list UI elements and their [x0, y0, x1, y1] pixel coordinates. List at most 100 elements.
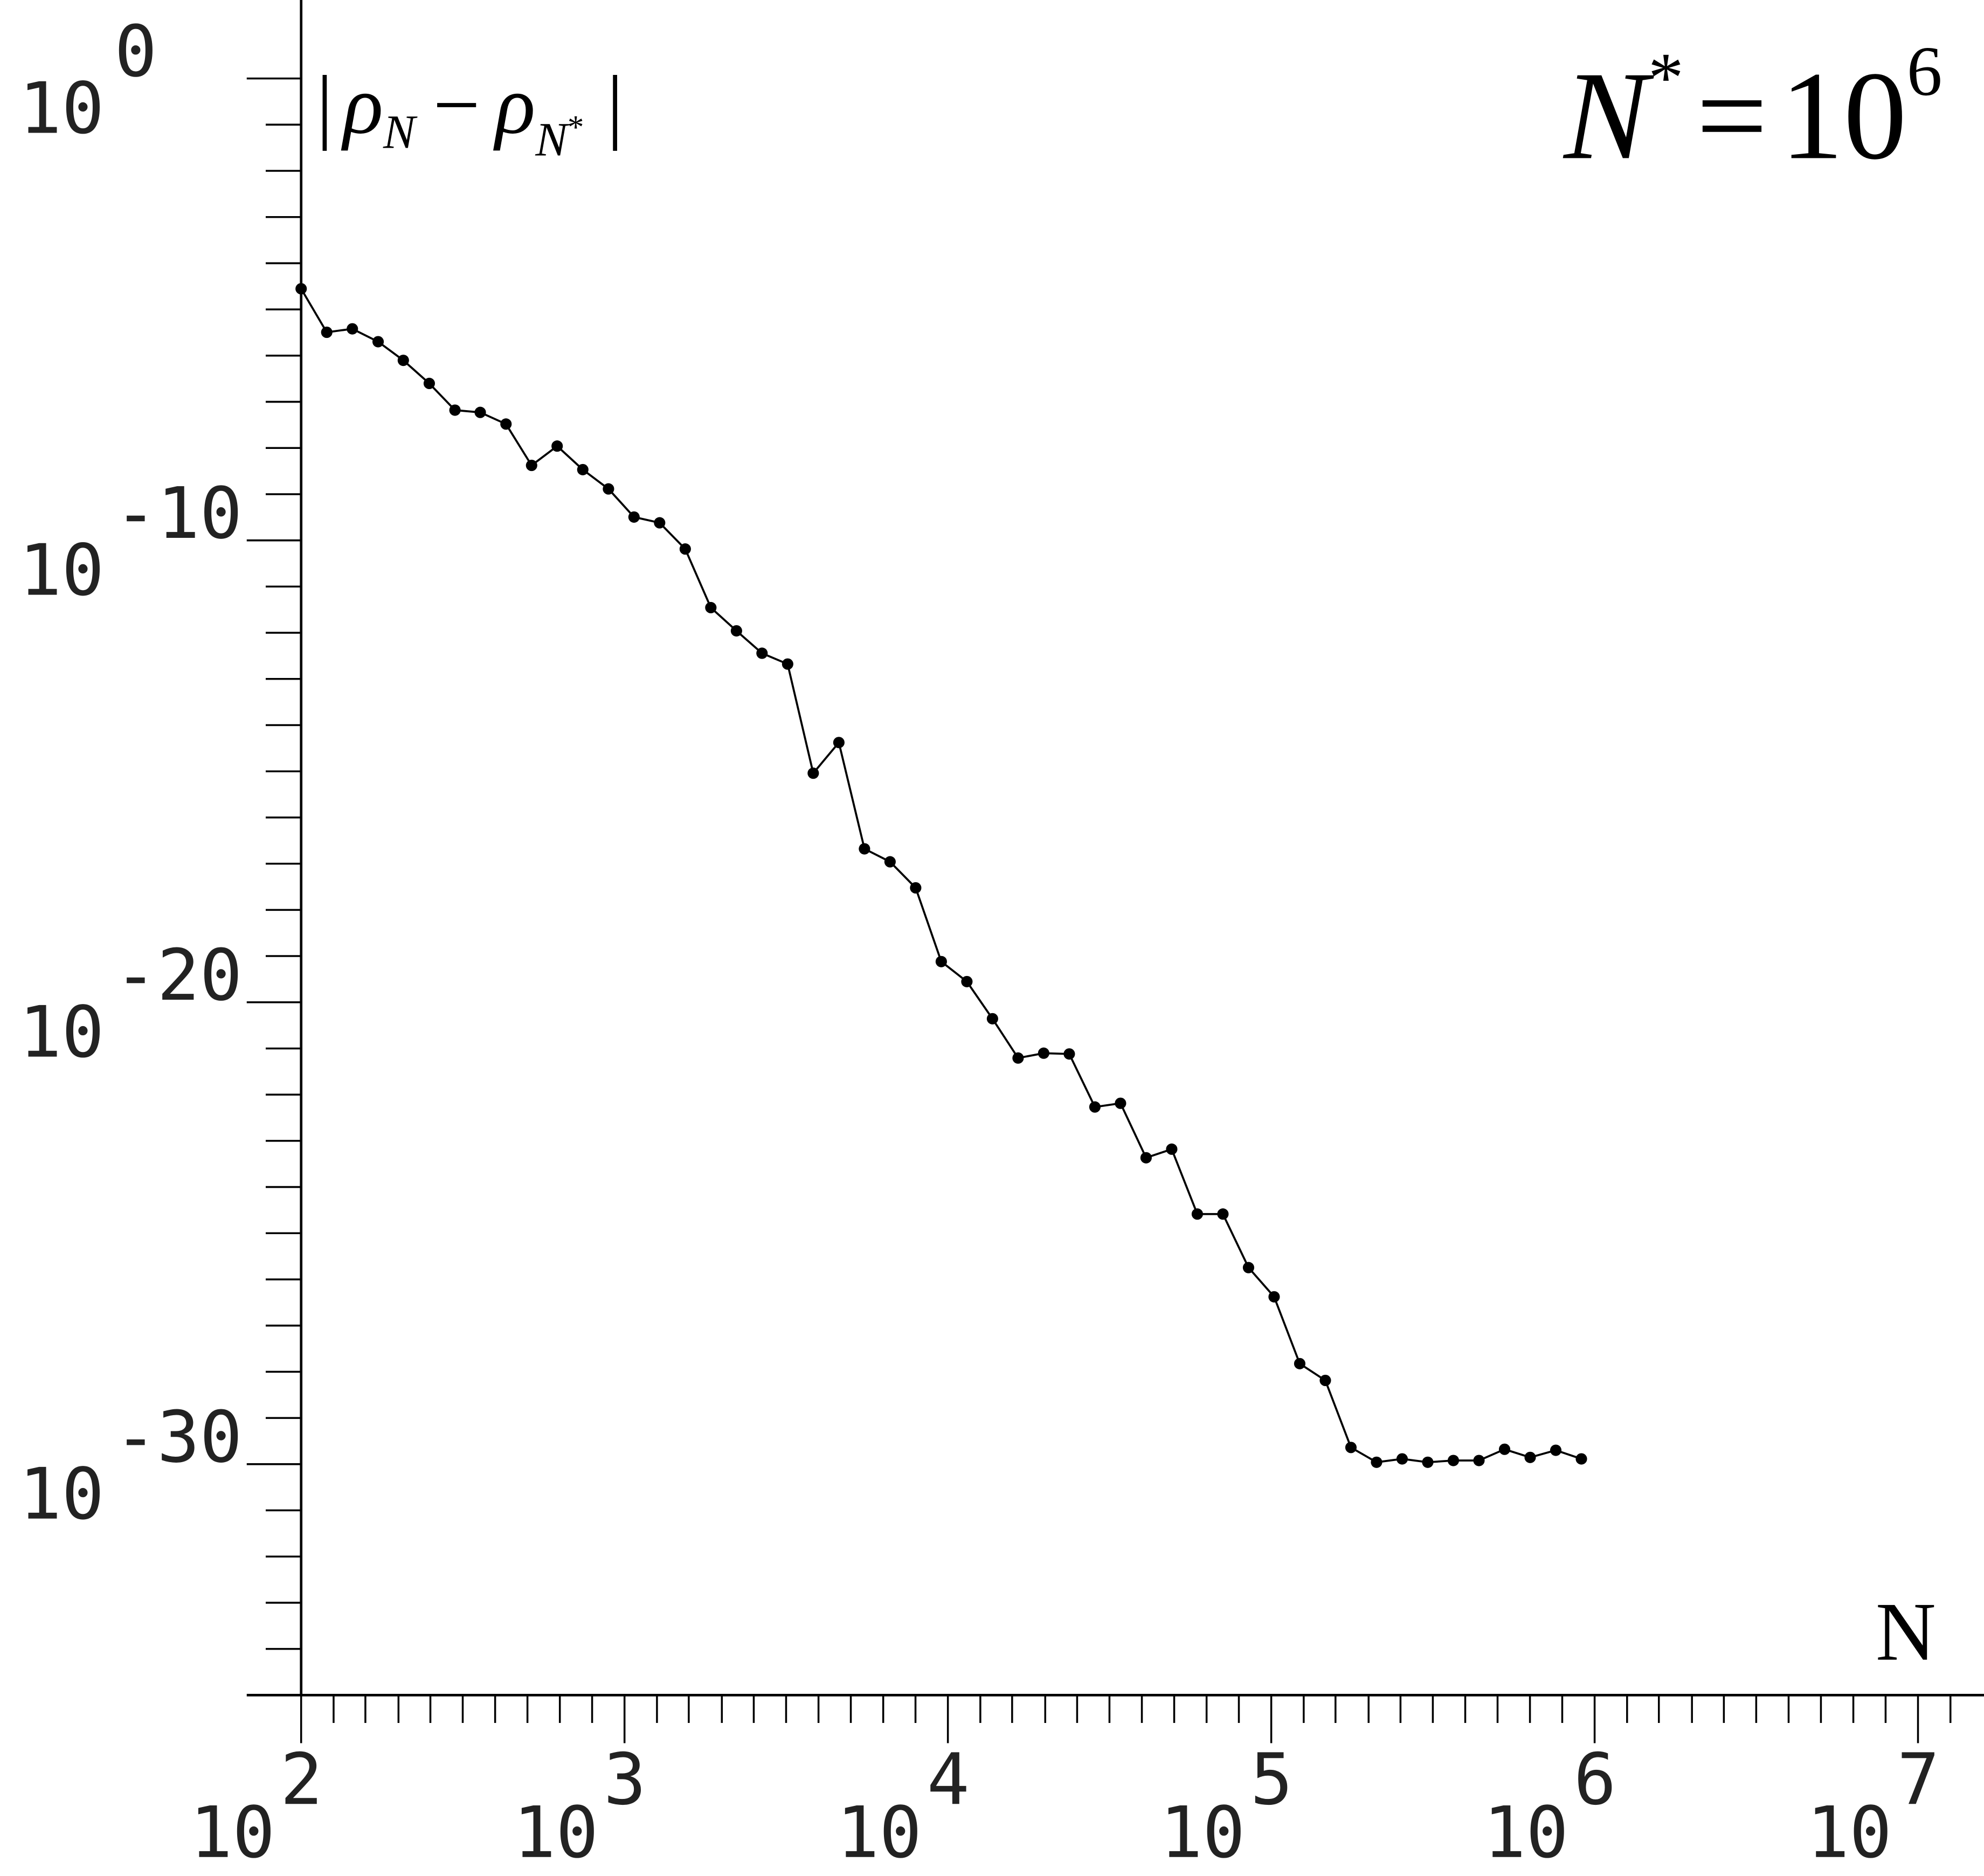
data-point [372, 336, 384, 348]
data-point [807, 767, 819, 779]
tick-base: 10 [190, 1792, 275, 1874]
data-point [526, 459, 537, 472]
label-part: N [535, 114, 570, 167]
data-point [1498, 1443, 1511, 1455]
label-part: N [383, 106, 418, 159]
data-point [449, 404, 461, 416]
data-point [1550, 1444, 1562, 1456]
data-point [1575, 1453, 1587, 1465]
data-point [679, 543, 691, 555]
data-point [1012, 1052, 1024, 1064]
data-point [628, 511, 640, 523]
x-tick-label: 105 [1160, 1739, 1293, 1874]
data-point [884, 856, 896, 868]
data-point [730, 625, 742, 637]
x-tick-label: 102 [190, 1739, 323, 1874]
data-point [295, 283, 307, 295]
data-point [1396, 1453, 1408, 1465]
annotation-part: * [1648, 39, 1684, 117]
tick-exponent: 5 [1250, 1739, 1293, 1821]
tick-exponent: 3 [604, 1739, 646, 1821]
data-point [910, 882, 922, 894]
data-point [935, 956, 947, 967]
annotation-part: 10 [1780, 45, 1907, 185]
data-point [500, 418, 512, 430]
annotation-part: = [1696, 45, 1767, 185]
y-tick-label: 10-30 [19, 1396, 242, 1536]
tick-exponent: 4 [927, 1739, 970, 1821]
tick-exponent: 7 [1897, 1739, 1940, 1821]
x-axis-label: N [1876, 1586, 1936, 1678]
data-point [1268, 1291, 1280, 1303]
data-point [1191, 1208, 1203, 1220]
tick-base: 10 [19, 530, 104, 612]
data-point [577, 463, 589, 475]
y-axis-label: | ρN − ρN* | [316, 58, 624, 166]
tick-base: 10 [19, 68, 104, 150]
label-part: | [607, 58, 624, 151]
data-point [1166, 1143, 1178, 1155]
tick-exponent: -30 [114, 1396, 242, 1479]
data-point [1115, 1097, 1126, 1109]
data-point [961, 975, 973, 987]
x-tick-label: 106 [1483, 1739, 1616, 1874]
data-point [654, 517, 666, 529]
tick-base: 10 [1483, 1792, 1568, 1874]
label-part: − [433, 58, 480, 151]
data-point [833, 737, 845, 749]
data-point [1345, 1442, 1357, 1453]
data-point [1140, 1152, 1152, 1164]
data-point [1063, 1048, 1075, 1060]
data-point [474, 406, 486, 418]
data-point [859, 843, 870, 855]
data-point [705, 601, 717, 614]
label-part: | [316, 58, 333, 151]
tick-base: 10 [837, 1792, 922, 1874]
x-tick-label: 104 [837, 1739, 970, 1874]
tick-base: 10 [19, 992, 104, 1074]
data-point [321, 326, 333, 338]
x-tick-label: 103 [513, 1739, 646, 1874]
tick-exponent: -20 [114, 934, 242, 1017]
data-point [1371, 1456, 1382, 1468]
data-point [1294, 1358, 1306, 1369]
data-point [347, 323, 358, 335]
label-part: * [568, 109, 584, 146]
tick-exponent: 6 [1574, 1739, 1616, 1821]
tick-base: 10 [1807, 1792, 1892, 1874]
annotation: N* = 106 [1563, 32, 1942, 185]
data-point [551, 440, 563, 452]
y-tick-label: 10-20 [19, 934, 242, 1074]
data-point [1038, 1047, 1049, 1059]
annotation-part: N [1563, 45, 1654, 185]
data-point [1089, 1101, 1101, 1113]
tick-exponent: 0 [114, 11, 157, 93]
data-point [1217, 1208, 1229, 1220]
data-point [1524, 1451, 1536, 1463]
x-tick-label: 107 [1807, 1739, 1940, 1874]
data-point [423, 377, 435, 390]
y-tick-label: 100 [19, 11, 157, 150]
data-point [603, 483, 614, 495]
tick-base: 10 [19, 1453, 104, 1536]
tick-base: 10 [513, 1792, 598, 1874]
tick-exponent: 2 [280, 1739, 323, 1821]
data-point [782, 658, 793, 670]
label-part: ρ [493, 58, 535, 151]
data-point [1422, 1456, 1434, 1468]
label-part: ρ [341, 58, 383, 151]
y-tick-label: 10-10 [19, 473, 242, 612]
data-point [756, 647, 768, 659]
data-line [300, 288, 1582, 1464]
data-point [1319, 1374, 1331, 1386]
data-point [1447, 1455, 1460, 1466]
tick-base: 10 [1160, 1792, 1245, 1874]
annotation-part: 6 [1907, 32, 1942, 110]
data-point [1242, 1262, 1255, 1273]
tick-exponent: -10 [114, 473, 242, 555]
data-point [397, 355, 409, 366]
data-point [1473, 1455, 1485, 1466]
data-point [986, 1013, 998, 1024]
